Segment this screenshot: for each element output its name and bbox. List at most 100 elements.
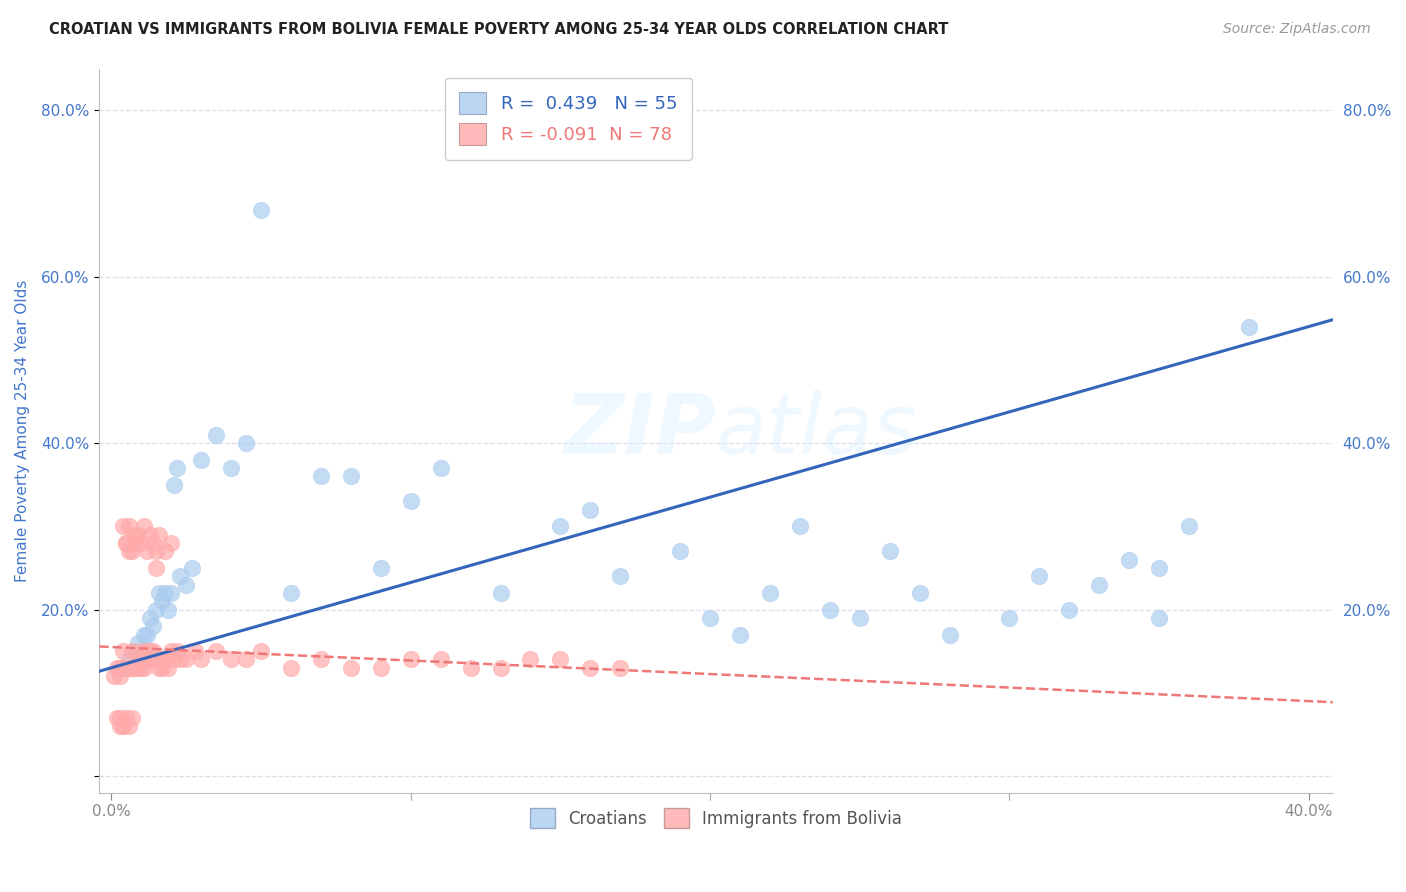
Point: [1147, 561, 1170, 575]
Point: [579, 661, 602, 675]
Point: [174, 577, 197, 591]
Point: [142, 536, 165, 550]
Point: [789, 519, 811, 533]
Point: [118, 544, 141, 558]
Point: [519, 652, 541, 666]
Point: [429, 461, 451, 475]
Point: [150, 594, 173, 608]
Point: [163, 652, 186, 666]
Point: [103, 669, 125, 683]
Point: [148, 527, 170, 541]
Point: [139, 652, 162, 666]
Point: [699, 611, 721, 625]
Point: [105, 711, 128, 725]
Point: [340, 469, 363, 483]
Point: [280, 661, 302, 675]
Point: [460, 661, 482, 675]
Point: [153, 544, 176, 558]
Point: [136, 627, 159, 641]
Point: [489, 661, 512, 675]
Point: [124, 644, 146, 658]
Point: [998, 611, 1021, 625]
Point: [166, 461, 188, 475]
Point: [150, 661, 173, 675]
Point: [1147, 611, 1170, 625]
Point: [157, 661, 180, 675]
Point: [579, 502, 602, 516]
Point: [121, 544, 143, 558]
Point: [669, 544, 692, 558]
Point: [121, 711, 143, 725]
Point: [190, 652, 212, 666]
Point: [550, 519, 572, 533]
Point: [134, 627, 156, 641]
Text: atlas: atlas: [716, 390, 918, 471]
Point: [370, 661, 392, 675]
Point: [1118, 552, 1140, 566]
Point: [205, 427, 228, 442]
Point: [1059, 602, 1081, 616]
Point: [153, 652, 176, 666]
Point: [235, 436, 257, 450]
Point: [169, 569, 191, 583]
Point: [399, 494, 422, 508]
Point: [110, 669, 132, 683]
Point: [112, 519, 135, 533]
Point: [124, 536, 146, 550]
Point: [160, 644, 183, 658]
Point: [169, 652, 191, 666]
Point: [1088, 577, 1111, 591]
Point: [118, 719, 141, 733]
Point: [139, 644, 162, 658]
Point: [190, 452, 212, 467]
Point: [105, 661, 128, 675]
Point: [609, 661, 631, 675]
Point: [129, 536, 152, 550]
Point: [127, 636, 149, 650]
Point: [134, 652, 156, 666]
Point: [110, 661, 132, 675]
Point: [129, 644, 152, 658]
Point: [127, 527, 149, 541]
Point: [205, 644, 228, 658]
Point: [184, 644, 207, 658]
Point: [174, 652, 197, 666]
Point: [429, 652, 451, 666]
Point: [112, 644, 135, 658]
Point: [818, 602, 841, 616]
Point: [309, 652, 332, 666]
Point: [118, 661, 141, 675]
Point: [181, 561, 204, 575]
Point: [110, 719, 132, 733]
Point: [145, 561, 167, 575]
Point: [136, 652, 159, 666]
Point: [115, 536, 138, 550]
Point: [280, 586, 302, 600]
Point: [340, 661, 363, 675]
Point: [250, 644, 273, 658]
Point: [250, 202, 273, 217]
Point: [759, 586, 782, 600]
Point: [139, 611, 162, 625]
Point: [489, 586, 512, 600]
Point: [163, 477, 186, 491]
Point: [127, 652, 149, 666]
Point: [127, 661, 149, 675]
Point: [129, 652, 152, 666]
Point: [115, 711, 138, 725]
Point: [235, 652, 257, 666]
Point: [879, 544, 901, 558]
Point: [609, 569, 631, 583]
Point: [148, 661, 170, 675]
Point: [145, 544, 167, 558]
Point: [160, 586, 183, 600]
Point: [150, 652, 173, 666]
Point: [166, 644, 188, 658]
Point: [115, 661, 138, 675]
Point: [112, 719, 135, 733]
Point: [153, 586, 176, 600]
Point: [148, 586, 170, 600]
Point: [129, 661, 152, 675]
Point: [115, 661, 138, 675]
Point: [124, 661, 146, 675]
